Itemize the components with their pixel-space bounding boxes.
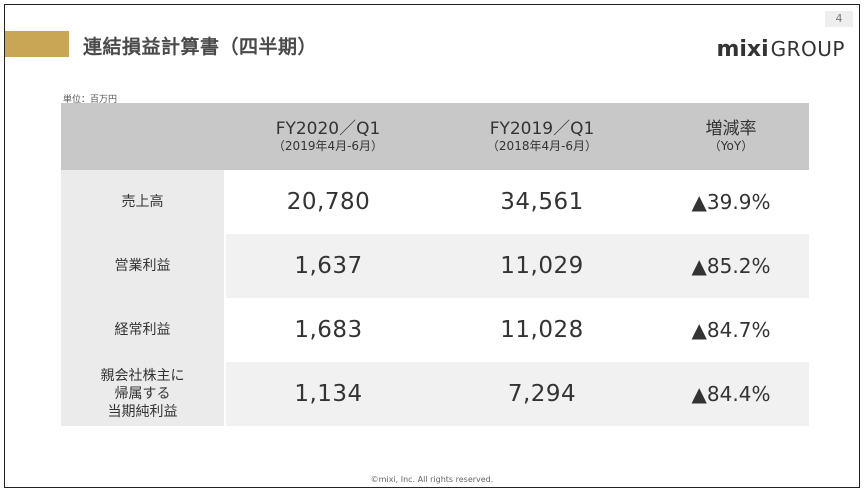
cell-fy2020: 1,637	[225, 234, 431, 298]
header-yoy: 増減率 （YoY）	[653, 103, 809, 170]
page-number: 4	[825, 11, 853, 27]
row-label: 経常利益	[61, 298, 226, 362]
unit-label: 単位：百万円	[63, 95, 118, 105]
header-fy2020-title: FY2020／Q1	[275, 119, 381, 139]
header-fy2019: FY2019／Q1 （2018年4月-6月）	[431, 103, 653, 170]
header-blank-cell	[61, 103, 225, 170]
cell-fy2019: 34,561	[431, 170, 653, 234]
cell-yoy: ▲84.4%	[653, 362, 809, 426]
cell-fy2019: 11,029	[431, 234, 653, 298]
row-label: 親会社株主に 帰属する 当期純利益	[61, 362, 226, 426]
cell-fy2020: 20,780	[225, 170, 431, 234]
table-header-row: FY2020／Q1 （2019年4月-6月） FY2019／Q1 （2018年4…	[61, 103, 809, 170]
cell-fy2020: 1,134	[225, 362, 431, 426]
income-statement-table: FY2020／Q1 （2019年4月-6月） FY2019／Q1 （2018年4…	[61, 103, 809, 426]
cell-fy2019: 11,028	[431, 298, 653, 362]
header-yoy-sub: （YoY）	[708, 139, 754, 153]
header-fy2019-period: （2018年4月-6月）	[486, 139, 598, 153]
table-row-ordinary-income: 経常利益 1,683 11,028 ▲84.7%	[61, 298, 809, 362]
title-accent-bar	[5, 31, 69, 57]
header-fy2020: FY2020／Q1 （2019年4月-6月）	[225, 103, 431, 170]
logo-mixi-text: mixi	[716, 37, 769, 62]
header-yoy-title: 増減率	[705, 119, 757, 139]
cell-fy2019: 7,294	[431, 362, 653, 426]
header-fy2020-period: （2019年4月-6月）	[272, 139, 384, 153]
cell-yoy: ▲84.7%	[653, 298, 809, 362]
logo-group-text: GROUP	[770, 37, 845, 61]
row-label: 営業利益	[61, 234, 226, 298]
table-row-sales: 売上高 20,780 34,561 ▲39.9%	[61, 170, 809, 234]
copyright-footer: ©mixi, Inc. All rights reserved.	[370, 475, 494, 484]
slide: 4 連結損益計算書（四半期） mixi GROUP 単位：百万円 FY2020／Q…	[4, 4, 860, 488]
cell-yoy: ▲85.2%	[653, 234, 809, 298]
table-row-net-income: 親会社株主に 帰属する 当期純利益 1,134 7,294 ▲84.4%	[61, 362, 809, 426]
cell-fy2020: 1,683	[225, 298, 431, 362]
header-fy2019-title: FY2019／Q1	[489, 119, 595, 139]
row-label: 売上高	[61, 170, 226, 234]
page-title: 連結損益計算書（四半期）	[83, 36, 318, 58]
mixi-group-logo: mixi GROUP	[716, 37, 845, 62]
table-row-operating-income: 営業利益 1,637 11,029 ▲85.2%	[61, 234, 809, 298]
cell-yoy: ▲39.9%	[653, 170, 809, 234]
